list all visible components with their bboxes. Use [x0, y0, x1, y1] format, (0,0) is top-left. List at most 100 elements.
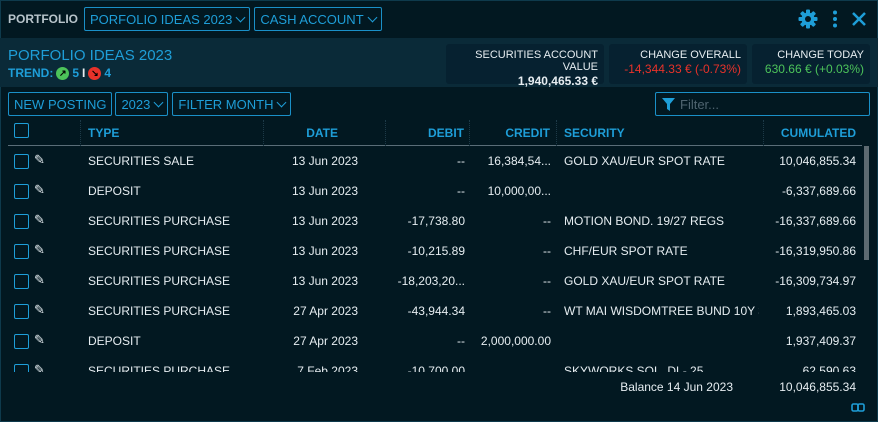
cell-credit: -- [543, 274, 551, 288]
cell-security: WT MAI WISDOMTREE BUND 10Y 3 [564, 304, 759, 318]
table-row[interactable]: ✎ SECURITIES PURCHASE 13 Jun 2023 -17,738.8… [8, 206, 862, 236]
col-security[interactable]: SECURITY [564, 126, 625, 140]
account-value: 1,940,465.33 € [517, 74, 598, 88]
change-today-box: CHANGE TODAY 630.66 € (+0.03%) [752, 44, 870, 84]
change-overall-label: CHANGE OVERALL [640, 49, 741, 61]
cell-credit: 16,384,54... [487, 154, 551, 168]
account-select[interactable]: CASH ACCOUNT [254, 7, 382, 31]
table-row[interactable]: ✎ DEPOSIT 27 Apr 2023 -- 2,000,000.00 1,937,4… [8, 326, 862, 356]
row-checkbox[interactable] [14, 274, 29, 289]
cell-cumulated: 1,937,409.37 [785, 334, 856, 348]
table-header: TYPE DATE DEBIT CREDIT SECURITY CUMULATE… [8, 120, 862, 146]
cell-type: SECURITIES PURCHASE [88, 274, 231, 288]
filter-input[interactable] [680, 96, 860, 112]
cell-security: MOTION BOND. 19/27 REGS [564, 214, 725, 228]
row-checkbox[interactable] [14, 364, 29, 372]
cell-debit: -10,700.00 [407, 364, 465, 372]
cell-debit: -18,203,20... [397, 274, 465, 288]
cell-type: SECURITIES PURCHASE [88, 244, 231, 258]
table-row[interactable]: ✎ SECURITIES SALE 13 Jun 2023 -- 16,384,54..… [8, 146, 862, 176]
pencil-icon[interactable]: ✎ [34, 152, 45, 167]
link-icon[interactable] [851, 403, 865, 412]
row-checkbox[interactable] [14, 154, 29, 169]
chevron-down-icon [277, 97, 287, 107]
account-value-box: SECURITIES ACCOUNT VALUE 1,940,465.33 € [446, 44, 604, 88]
portfolio-select-value: PORFOLIO IDEAS 2023 [90, 11, 233, 27]
col-type[interactable]: TYPE [88, 126, 120, 140]
col-credit[interactable]: CREDIT [505, 126, 550, 140]
trend-label: TREND: [8, 66, 54, 80]
cell-date: 7 Feb 2023 [297, 364, 358, 372]
close-icon[interactable] [852, 12, 866, 26]
chevron-down-icon [153, 97, 164, 107]
cell-debit: -- [457, 154, 465, 168]
cell-type: SECURITIES SALE [88, 154, 195, 168]
col-date[interactable]: DATE [306, 126, 338, 140]
table-row[interactable]: ✎ SECURITIES PURCHASE 13 Jun 2023 -10,215.8… [8, 236, 862, 266]
row-checkbox[interactable] [14, 334, 29, 349]
table-row[interactable]: ✎ SECURITIES PURCHASE 27 Apr 2023 -43,944.3… [8, 296, 862, 326]
scrollbar[interactable] [864, 146, 869, 260]
cell-date: 27 Apr 2023 [293, 334, 358, 348]
cell-date: 13 Jun 2023 [291, 184, 358, 198]
trend-up-icon: ↗ [56, 66, 70, 80]
month-filter-select[interactable]: FILTER MONTH [172, 92, 292, 116]
change-today-label: CHANGE TODAY [777, 49, 864, 61]
pencil-icon[interactable]: ✎ [34, 362, 45, 372]
cell-cumulated: 1,893,465.03 [785, 304, 856, 318]
row-checkbox[interactable] [14, 184, 29, 199]
cell-date: 13 Jun 2023 [291, 274, 358, 288]
portfolio-select[interactable]: PORFOLIO IDEAS 2023 [84, 7, 251, 31]
filter-field[interactable] [655, 92, 870, 116]
trend-down-count: 4 [104, 66, 112, 80]
cell-debit: -10,215.89 [407, 244, 465, 258]
col-debit[interactable]: DEBIT [428, 126, 464, 140]
cell-type: DEPOSIT [88, 334, 141, 348]
cell-security: GOLD XAU/EUR SPOT RATE [564, 154, 725, 168]
cell-type: SECURITIES PURCHASE [88, 304, 231, 318]
table-body: ✎ SECURITIES SALE 13 Jun 2023 -- 16,384,54..… [8, 146, 862, 372]
cell-cumulated: -16,309,734.97 [775, 274, 856, 288]
cell-credit: -- [543, 304, 551, 318]
row-checkbox[interactable] [14, 304, 29, 319]
trend: TREND: ↗ 5 I ↘ 4 [8, 66, 111, 80]
cell-security: GOLD XAU/EUR SPOT RATE [564, 274, 725, 288]
row-checkbox[interactable] [14, 244, 29, 259]
cell-credit: -- [543, 214, 551, 228]
kebab-icon[interactable] [832, 10, 838, 28]
change-overall-box: CHANGE OVERALL -14,344.33 € (-0.73%) [609, 44, 747, 84]
filter-icon [662, 97, 675, 111]
pencil-icon[interactable]: ✎ [34, 242, 45, 257]
col-cumulated[interactable]: CUMULATED [780, 126, 856, 140]
table-row[interactable]: ✎ SECURITIES PURCHASE 13 Jun 2023 -18,203,2… [8, 266, 862, 296]
cell-type: SECURITIES PURCHASE [88, 364, 231, 372]
account-value-label: SECURITIES ACCOUNT VALUE [475, 49, 598, 73]
cell-security: SKYWORKS SOL. DL-.25 [564, 364, 704, 372]
balance-label: Balance 14 Jun 2023 [620, 380, 733, 394]
cell-debit: -- [457, 334, 465, 348]
table-row[interactable]: ✎ SECURITIES PURCHASE 7 Feb 2023 -10,700.00… [8, 356, 862, 372]
change-overall-value: -14,344.33 € (-0.73%) [624, 62, 741, 76]
select-all-checkbox[interactable] [14, 123, 29, 138]
chevron-down-icon [235, 12, 246, 22]
cell-cumulated: 62,590.63 [802, 364, 856, 372]
portfolio-label: PORTFOLIO [8, 12, 78, 26]
summary-band: PORFOLIO IDEAS 2023 TREND: ↗ 5 I ↘ 4 SEC… [0, 38, 878, 88]
cell-credit: 2,000,000.00 [480, 334, 551, 348]
top-bar: PORTFOLIO PORFOLIO IDEAS 2023 CASH ACCOU… [0, 0, 878, 38]
pencil-icon[interactable]: ✎ [34, 212, 45, 227]
cell-date: 27 Apr 2023 [293, 304, 358, 318]
cell-type: DEPOSIT [88, 184, 141, 198]
gear-icon[interactable] [798, 9, 818, 29]
pencil-icon[interactable]: ✎ [34, 332, 45, 347]
new-posting-button[interactable]: NEW POSTING [8, 92, 113, 116]
change-today-value: 630.66 € (+0.03%) [764, 62, 864, 76]
row-checkbox[interactable] [14, 214, 29, 229]
pencil-icon[interactable]: ✎ [34, 182, 45, 197]
cell-cumulated: -16,337,689.66 [775, 214, 856, 228]
pencil-icon[interactable]: ✎ [34, 272, 45, 287]
table-row[interactable]: ✎ DEPOSIT 13 Jun 2023 -- 10,000,00... -6,337,… [8, 176, 862, 206]
month-value: FILTER MONTH [178, 96, 274, 112]
year-select[interactable]: 2023 [115, 92, 169, 116]
pencil-icon[interactable]: ✎ [34, 302, 45, 317]
